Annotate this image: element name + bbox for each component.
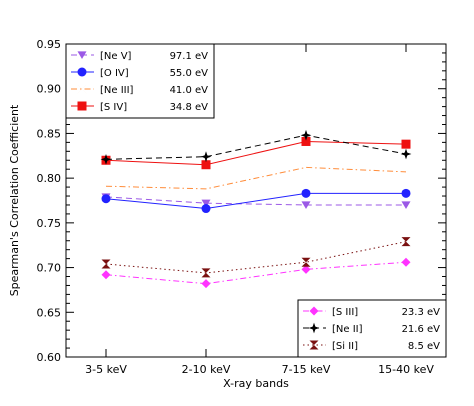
y-tick-label: 0.80 [37,172,62,185]
series-4 [101,257,411,289]
legends: [Ne V] 97.1 eV [O IV] 55.0 eV [Ne III] 41.0 e… [65,43,447,358]
y-axis-title: Spearman's Correlation Coefficient [8,104,21,296]
series-line [105,261,407,285]
data-point [101,259,111,269]
series-6 [101,237,411,278]
data-point [301,201,311,210]
data-point [301,188,311,198]
series-line [105,140,407,166]
legend-energy: 97.1 eV [170,51,209,62]
legend-energy: 21.6 eV [402,324,441,335]
legend-top-left: [Ne V] 97.1 eV [O IV] 55.0 eV [Ne III] 41.0 e… [65,43,215,119]
legend-label: [Si II] [332,341,358,352]
legend-label: [S IV] [100,102,127,113]
legend-label: [S III] [332,307,358,318]
series-2 [101,162,411,194]
legend-energy: 41.0 eV [170,85,209,96]
series-5 [100,129,412,165]
data-point [101,181,111,191]
legend-energy: 8.5 eV [408,341,440,352]
series-line [105,134,407,160]
y-tick-label: 0.70 [37,262,62,275]
series-3 [101,136,411,170]
legend-label: [O IV] [100,68,129,79]
data-point [301,162,311,172]
legend-marker [308,322,320,334]
x-tick-label: 15-40 keV [378,363,434,376]
data-point [201,160,211,170]
legend-bottom-right: [S III] 23.3 eV [Ne II] 21.6 eV [Si II] 8.5 e… [297,299,447,358]
data-point [101,270,111,280]
y-tick-label: 0.65 [37,306,62,319]
x-tick-label: 7-15 keV [282,363,331,376]
legend-energy: 23.3 eV [402,307,441,318]
data-point [401,201,411,210]
data-point [201,199,211,208]
x-tick-label: 3-5 keV [85,363,127,376]
axes: 0.60 0.65 0.70 0.75 0.80 0.85 0.90 0.95 3-5 keV 2… [37,38,447,376]
legend-box [297,299,447,358]
legend-energy: 55.0 eV [170,68,209,79]
legend-marker [77,51,87,60]
data-point [301,264,311,274]
data-point [201,184,211,194]
y-tick-label: 0.85 [37,127,62,140]
data-point [401,167,411,177]
y-tick-label: 0.75 [37,217,62,230]
data-point [300,129,312,141]
series-line [105,196,406,206]
legend-marker [77,67,87,77]
series-layer [100,129,412,289]
series-line [105,166,407,190]
data-point [101,194,111,204]
plot-frame [65,43,447,358]
legend-marker [77,101,87,111]
series-line [105,241,407,274]
y-tick-label: 0.95 [37,38,62,51]
data-point [201,268,211,278]
data-point [201,279,211,289]
series-1 [101,188,411,214]
data-point [301,136,311,146]
legend-marker [309,306,319,316]
legend-marker [77,84,87,94]
legend-label: [Ne V] [100,51,132,62]
x-tick-label: 2-10 keV [182,363,231,376]
y-tick-label: 0.90 [37,83,62,96]
data-point [201,204,211,214]
data-point [401,237,411,247]
data-point [401,257,411,267]
data-point [301,257,311,267]
legend-marker [309,340,319,350]
data-point [400,148,412,160]
data-point [200,151,212,163]
series-line [105,192,406,210]
legend-label: [Ne III] [100,85,134,96]
x-axis-title: X-ray bands [223,377,289,390]
data-point [401,139,411,149]
legend-energy: 34.8 eV [170,102,209,113]
data-point [401,188,411,198]
data-point [100,153,112,165]
y-tick-label: 0.60 [37,351,62,364]
legend-label: [Ne II] [332,324,363,335]
